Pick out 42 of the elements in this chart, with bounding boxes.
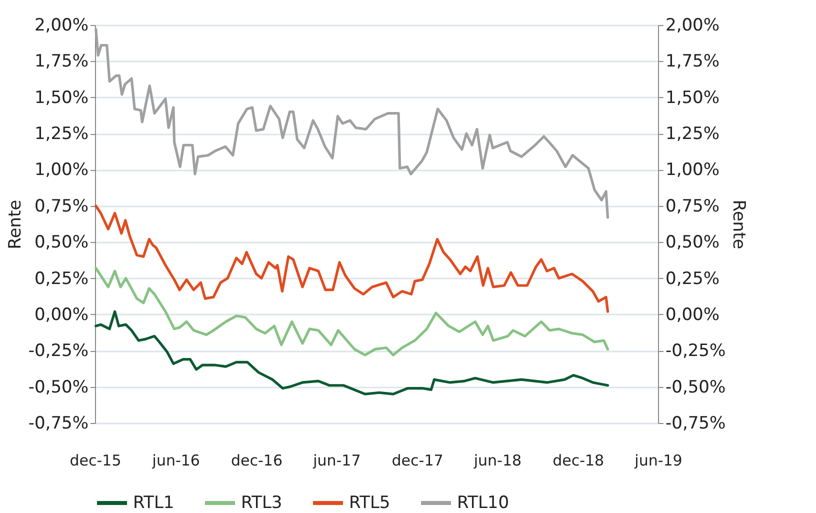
y-tick-label: -0,75% [28, 414, 88, 434]
line-series [94, 28, 610, 219]
y-tick-label: -0,50% [28, 377, 88, 398]
y-tick-label: 0,75% [34, 196, 88, 216]
y-tick-label: 0,50% [34, 232, 88, 253]
y2-tick-label: 0,50% [666, 232, 720, 253]
x-tick-label: dec-16 [230, 452, 282, 470]
y2-tick-label: 0,00% [666, 304, 720, 325]
y2-tick-label: 0,25% [666, 268, 720, 289]
y-tick-label: 0,00% [34, 304, 88, 325]
y-tick-label: 0,25% [34, 268, 88, 289]
y2-tick-label: -0,25% [666, 341, 726, 362]
y2-axis-title: Rente [728, 200, 749, 250]
y-tick-label: 2,00% [34, 16, 88, 36]
y-tick-label: 1,00% [34, 160, 88, 180]
x-tick-label: jun-19 [634, 452, 682, 470]
y-tick-label: 1,75% [34, 52, 88, 72]
line-series [94, 266, 610, 356]
y2-tick-label: -0,50% [666, 377, 726, 398]
y-tick-label: -0,25% [28, 341, 88, 362]
x-tick-label: dec-18 [552, 452, 604, 470]
line-series [94, 204, 610, 313]
y2-tick-label: 1,75% [666, 52, 720, 72]
y-tick-label: 1,50% [34, 88, 88, 108]
x-tick-label: jun-16 [151, 452, 200, 470]
legend-label: RTL3 [241, 493, 282, 513]
y2-tick-label: 1,25% [666, 124, 720, 144]
x-tick-label: jun-17 [312, 452, 361, 470]
line-series [94, 310, 610, 396]
y-tick-label: 1,25% [34, 124, 88, 144]
x-tick-label: dec-15 [70, 452, 122, 470]
x-tick-label: dec-17 [392, 452, 444, 470]
x-tick-label: jun-18 [472, 452, 522, 470]
legend-label: RTL5 [349, 493, 390, 513]
legend-label: RTL1 [133, 493, 174, 513]
y2-tick-label: -0,75% [666, 414, 726, 434]
y2-tick-label: 0,75% [666, 196, 720, 216]
y2-tick-label: 2,00% [666, 16, 720, 36]
y2-tick-label: 1,00% [666, 160, 720, 180]
legend-label: RTL10 [457, 493, 510, 513]
y-axis-title: Rente [5, 200, 26, 250]
y2-tick-label: 1,50% [666, 88, 720, 108]
